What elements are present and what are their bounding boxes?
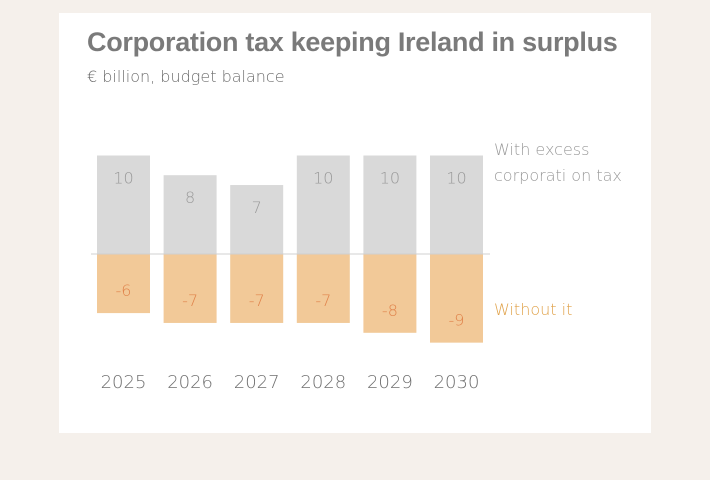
bar-label-without-2028: -7 <box>315 291 331 310</box>
bar-label-without-2029: -8 <box>382 301 398 320</box>
bar-label-with-tax-2025: 10 <box>113 169 133 188</box>
bar-with-tax-2030 <box>430 155 483 254</box>
bar-label-without-2027: -7 <box>249 291 265 310</box>
bar-without-2027 <box>230 254 284 323</box>
bar-with-tax-2026 <box>163 175 217 254</box>
bar-without-2025 <box>97 254 150 314</box>
legend-without-it: Without it <box>494 300 572 319</box>
bar-with-tax-2028 <box>296 155 350 254</box>
legend-with-tax-line-1: With excess <box>494 140 589 159</box>
bar-without-2028 <box>296 254 350 323</box>
chart-card: Corporation tax keeping Ireland in surpl… <box>59 13 651 433</box>
x-tick-label-2029: 2029 <box>367 372 413 393</box>
bar-with-tax-2027 <box>230 185 284 254</box>
x-tick-label-2028: 2028 <box>300 372 346 393</box>
bar-without-2030 <box>430 254 483 343</box>
bar-label-without-2030: -9 <box>449 311 465 330</box>
bar-label-without-2026: -7 <box>182 291 198 310</box>
negative-bars-group <box>97 254 483 343</box>
bar-without-2026 <box>163 254 217 323</box>
legend-group: With excess corporati on tax Without it <box>494 140 622 319</box>
x-tick-label-2026: 2026 <box>167 372 213 393</box>
bar-label-without-2025: -6 <box>116 281 132 300</box>
bar-labels-group: 10 -6 8 -7 7 -7 10 -7 10 -8 10 -9 <box>113 169 466 330</box>
chart-subtitle: € billion, budget balance <box>87 67 285 86</box>
x-tick-label-2030: 2030 <box>434 372 480 393</box>
bar-label-with-tax-2029: 10 <box>380 169 400 188</box>
legend-with-tax-line-2: corporati on tax <box>494 166 622 185</box>
chart-title: Corporation tax keeping Ireland in surpl… <box>87 27 618 57</box>
bar-with-tax-2029 <box>363 155 417 254</box>
bar-with-tax-2025 <box>97 155 150 254</box>
bar-label-with-tax-2028: 10 <box>313 169 333 188</box>
x-tick-labels-group: 2025 2026 2027 2028 2029 2030 <box>101 372 480 393</box>
x-tick-label-2025: 2025 <box>101 372 147 393</box>
bar-label-with-tax-2030: 10 <box>446 169 466 188</box>
bar-label-with-tax-2026: 8 <box>185 188 195 207</box>
positive-bars-group <box>97 155 483 254</box>
bar-label-with-tax-2027: 7 <box>252 198 262 217</box>
bar-without-2029 <box>363 254 417 333</box>
x-tick-label-2027: 2027 <box>234 372 280 393</box>
